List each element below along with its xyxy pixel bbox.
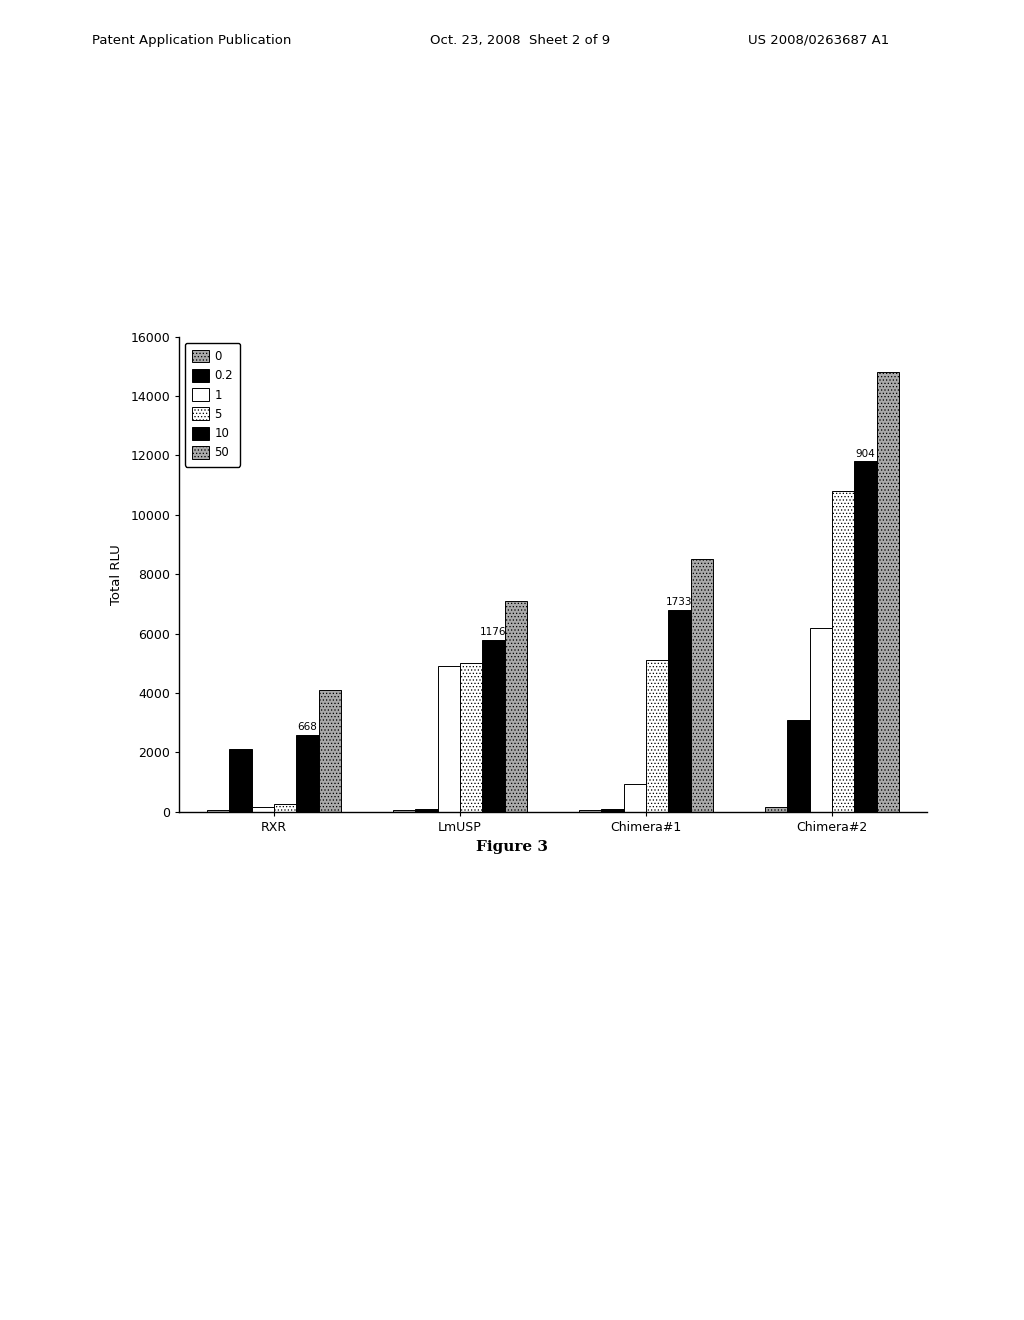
Text: 904: 904 — [855, 449, 876, 459]
Bar — [690, 560, 713, 812]
Bar — [207, 810, 229, 812]
Bar — [252, 808, 274, 812]
Bar — [787, 719, 810, 812]
Bar — [854, 461, 877, 812]
Bar — [601, 809, 624, 812]
Bar — [765, 808, 787, 812]
Bar — [416, 809, 437, 812]
Bar — [274, 804, 296, 812]
Text: Figure 3: Figure 3 — [476, 841, 548, 854]
Bar — [579, 810, 601, 812]
Text: 1176: 1176 — [480, 627, 507, 638]
Y-axis label: Total RLU: Total RLU — [111, 544, 123, 605]
Bar — [624, 784, 646, 812]
Bar — [877, 372, 899, 812]
Bar — [437, 667, 460, 812]
Bar — [296, 734, 318, 812]
Text: 1733: 1733 — [667, 598, 692, 607]
Bar — [482, 639, 505, 812]
Bar — [318, 690, 341, 812]
Text: US 2008/0263687 A1: US 2008/0263687 A1 — [748, 33, 889, 46]
Bar — [505, 601, 527, 812]
Bar — [810, 627, 831, 812]
Bar — [229, 750, 252, 812]
Bar — [831, 491, 854, 812]
Text: 668: 668 — [298, 722, 317, 733]
Bar — [646, 660, 669, 812]
Legend: 0, 0.2, 1, 5, 10, 50: 0, 0.2, 1, 5, 10, 50 — [185, 342, 241, 466]
Text: Patent Application Publication: Patent Application Publication — [92, 33, 292, 46]
Bar — [393, 810, 416, 812]
Bar — [669, 610, 690, 812]
Bar — [460, 663, 482, 812]
Text: Oct. 23, 2008  Sheet 2 of 9: Oct. 23, 2008 Sheet 2 of 9 — [430, 33, 610, 46]
